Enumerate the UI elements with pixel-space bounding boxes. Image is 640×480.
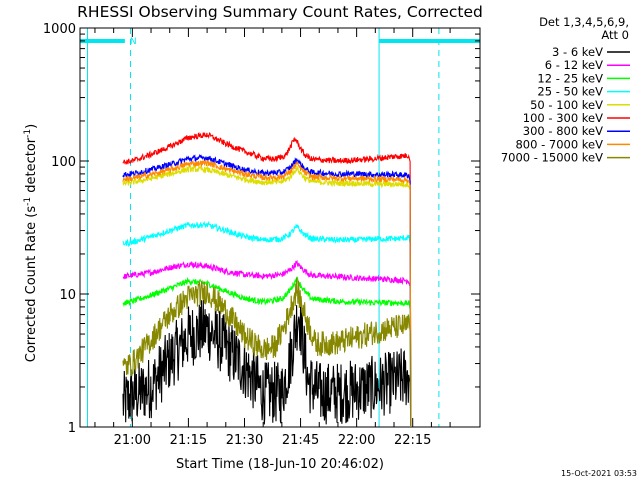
legend-label-1: 3 - 6 keV	[552, 45, 603, 59]
x-tick-label-0: 21:00	[114, 433, 151, 448]
x-tick-label-2: 21:30	[226, 433, 263, 448]
legend-label-4: 25 - 50 keV	[537, 85, 603, 99]
x-tick-label-3: 21:45	[282, 433, 319, 448]
y-tick-label-0: 1	[68, 421, 76, 436]
x-tick-label-5: 22:15	[394, 433, 431, 448]
series-line-4	[122, 220, 412, 426]
legend-label-3: 12 - 25 keV	[537, 71, 603, 85]
legend-label-9: 7000 - 15000 keV	[501, 151, 603, 165]
x-tick-label-4: 22:00	[338, 433, 375, 448]
chart-title: RHESSI Observing Summary Count Rates, Co…	[77, 3, 483, 21]
legend-label-7: 300 - 800 keV	[523, 124, 603, 138]
series-line-3	[122, 276, 412, 426]
y-tick-label-3: 1000	[43, 22, 76, 37]
legend-label-5: 50 - 100 keV	[530, 98, 603, 112]
legend-label-2: 6 - 12 keV	[545, 58, 603, 72]
night-flag-label: N	[130, 37, 137, 47]
legend-attenuator: Att 0	[601, 28, 629, 42]
series-line-9	[122, 277, 412, 426]
series-line-2	[122, 259, 412, 426]
legend-detectors: Det 1,3,4,5,6,9,	[539, 15, 629, 29]
y-tick-label-2: 100	[51, 155, 76, 170]
series-line-8	[122, 159, 412, 426]
series-line-5	[122, 164, 412, 426]
legend-label-8: 800 - 7000 keV	[515, 137, 603, 151]
series-line-6	[122, 132, 412, 426]
flag-markers: N	[80, 28, 480, 427]
y-tick-label-1: 10	[59, 288, 76, 303]
series-line-1	[122, 299, 412, 426]
generated-timestamp: 15-Oct-2021 03:53	[561, 469, 637, 478]
axis-ticks: 1 10 100 1000 21:00 21:15 21:30 21:45 22:00 22:15	[43, 22, 480, 448]
y-axis-label: Corrected Count Rate (s-1 detector-1)	[23, 124, 39, 362]
data-series	[122, 132, 412, 426]
legend-label-6: 100 - 300 keV	[523, 111, 603, 125]
x-axis-label: Start Time (18-Jun-10 20:46:02)	[176, 457, 384, 472]
x-tick-label-1: 21:15	[170, 433, 207, 448]
plot-frame	[79, 27, 481, 428]
series-line-7	[122, 153, 412, 426]
